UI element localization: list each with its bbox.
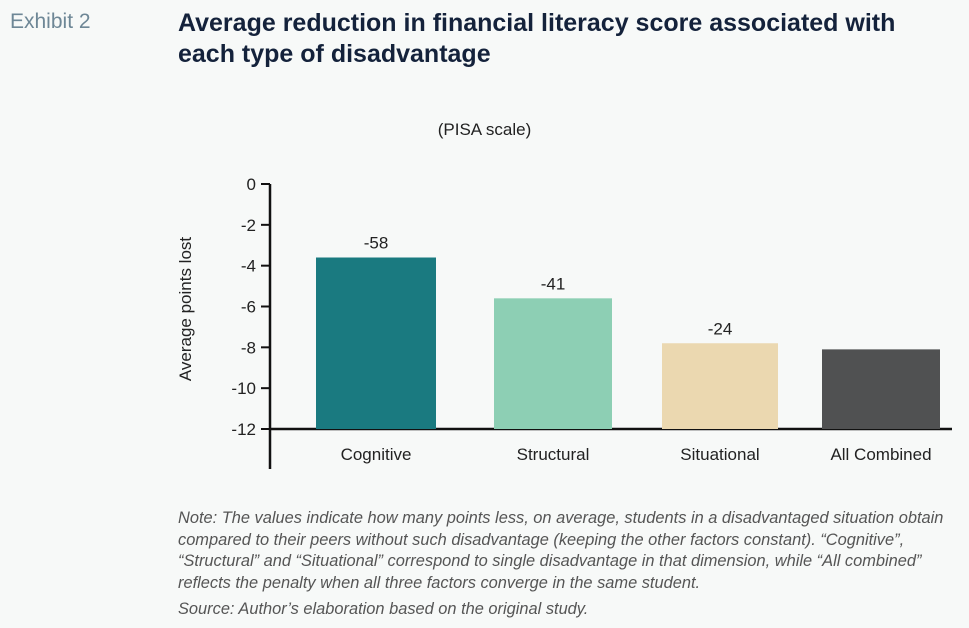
y-axis-label: Average points lost bbox=[176, 237, 195, 382]
x-tick-label: Situational bbox=[680, 445, 759, 464]
bar-all-combined bbox=[822, 349, 940, 429]
x-tick-label: Structural bbox=[517, 445, 590, 464]
y-tick-label: -4 bbox=[241, 257, 256, 276]
data-label: -41 bbox=[541, 274, 566, 293]
y-tick-label: 0 bbox=[247, 175, 256, 194]
x-tick-labels: Cognitive Structural Situational All Combin… bbox=[341, 445, 932, 464]
bar-situational bbox=[662, 343, 778, 429]
chart-title: Average reduction in financial literacy … bbox=[178, 9, 896, 68]
chart-note: Note: The values indicate how many point… bbox=[178, 509, 944, 592]
bar-cognitive bbox=[316, 257, 436, 429]
y-tick-label: -8 bbox=[241, 338, 256, 357]
data-labels: -58 -41 -24 bbox=[364, 234, 733, 339]
bars bbox=[316, 257, 940, 429]
x-tick-label: All Combined bbox=[830, 445, 931, 464]
y-tick-label: -2 bbox=[241, 216, 256, 235]
chart-subtitle: (PISA scale) bbox=[437, 120, 532, 139]
exhibit-label: Exhibit 2 bbox=[10, 10, 91, 33]
y-tick-label: -6 bbox=[241, 298, 256, 317]
y-tick-label: -12 bbox=[231, 420, 256, 439]
data-label: -24 bbox=[708, 319, 733, 338]
chart-source: Source: Author’s elaboration based on th… bbox=[178, 600, 589, 618]
y-tick-label: -10 bbox=[231, 379, 256, 398]
bar-structural bbox=[494, 298, 612, 429]
x-tick-label: Cognitive bbox=[341, 445, 412, 464]
data-label: -58 bbox=[364, 234, 389, 253]
